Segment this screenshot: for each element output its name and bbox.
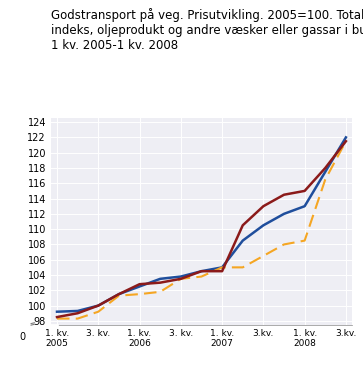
Totalindeks [158,276,162,281]
Oljeprodukt [96,310,101,314]
Totalindeks [179,274,183,279]
Andre væsker eller
gassar i bulk [96,303,101,308]
Andre væsker eller
gassar i bulk [179,276,183,281]
Totalindeks [96,303,101,308]
Andre væsker eller
gassar i bulk [323,166,327,170]
Totalindeks [344,135,348,140]
Andre væsker eller
gassar i bulk [220,269,224,273]
Oljeprodukt [179,276,183,281]
Andre væsker eller
gassar i bulk [55,315,59,319]
Line: Andre væsker eller
gassar i bulk: Andre væsker eller gassar i bulk [57,141,346,317]
Totalindeks [117,292,121,296]
Oljeprodukt [158,290,162,294]
Andre væsker eller
gassar i bulk [344,139,348,144]
Totalindeks [137,284,142,289]
Oljeprodukt [117,293,121,298]
Totalindeks [261,223,266,228]
Oljeprodukt [344,139,348,144]
Oljeprodukt [55,316,59,321]
Totalindeks [55,310,59,314]
Totalindeks [323,169,327,174]
Line: Totalindeks: Totalindeks [57,137,346,312]
Andre væsker eller
gassar i bulk [241,223,245,228]
Oljeprodukt [220,265,224,270]
Text: 0: 0 [19,333,25,343]
Oljeprodukt [261,253,266,258]
Oljeprodukt [137,292,142,296]
Oljeprodukt [199,274,204,279]
Andre væsker eller
gassar i bulk [199,269,204,273]
Oljeprodukt [241,265,245,270]
Text: Godstransport på veg. Prisutvikling. 2005=100. Total-
indeks, oljeprodukt og and: Godstransport på veg. Prisutvikling. 200… [51,8,363,52]
Totalindeks [241,238,245,243]
Andre væsker eller
gassar i bulk [261,204,266,209]
Andre væsker eller
gassar i bulk [158,280,162,285]
Andre væsker eller
gassar i bulk [282,192,286,197]
Oljeprodukt [323,177,327,182]
Oljeprodukt [302,238,307,243]
Totalindeks [220,265,224,270]
Andre væsker eller
gassar i bulk [302,189,307,193]
Totalindeks [76,309,80,313]
Andre væsker eller
gassar i bulk [76,311,80,316]
Totalindeks [199,269,204,273]
Totalindeks [302,204,307,209]
Andre væsker eller
gassar i bulk [117,292,121,296]
Andre væsker eller
gassar i bulk [137,282,142,286]
Oljeprodukt [76,316,80,321]
Oljeprodukt [282,242,286,247]
Line: Oljeprodukt: Oljeprodukt [57,141,346,319]
Totalindeks [282,212,286,216]
